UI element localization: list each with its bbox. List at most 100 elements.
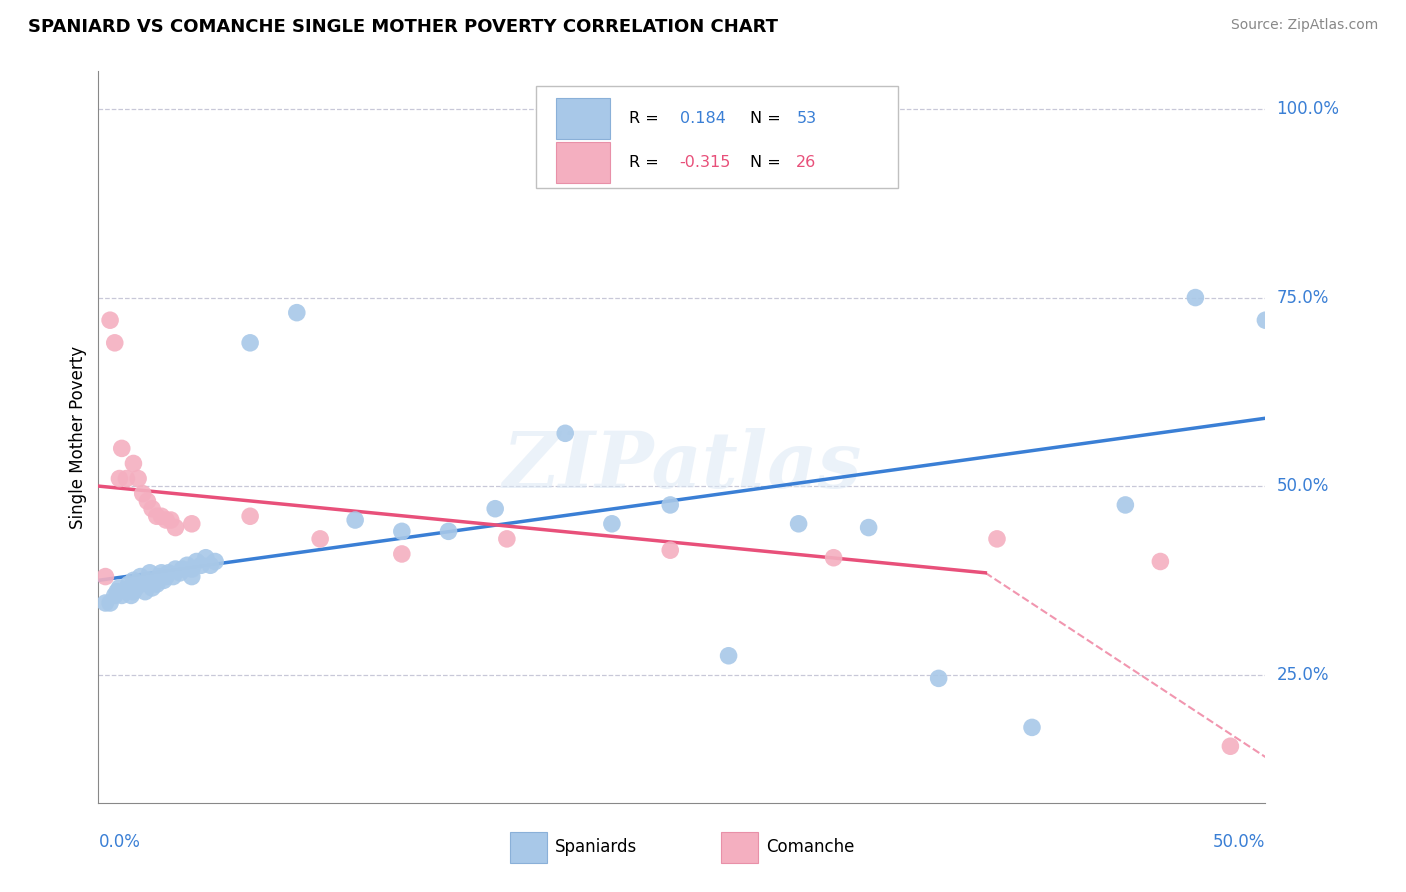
Point (94, 569, 117, 583)
Point (176, 558, 198, 573)
Text: 53: 53 (796, 112, 817, 127)
Point (150, 566, 173, 580)
Point (204, 554, 226, 568)
Text: 100.0%: 100.0% (1277, 100, 1340, 118)
Point (108, 471, 131, 485)
Point (115, 584, 138, 599)
Point (118, 577, 141, 591)
Text: 0.184: 0.184 (679, 112, 725, 127)
Point (787, 516, 810, 531)
Point (391, 524, 413, 539)
Point (111, 442, 134, 456)
Point (1021, 720, 1043, 734)
Point (146, 577, 169, 591)
Point (115, 471, 138, 485)
Point (94, 596, 117, 610)
Point (165, 562, 187, 576)
Point (134, 584, 156, 599)
Point (1114, 498, 1136, 512)
Point (122, 584, 145, 599)
Point (986, 532, 1008, 546)
Text: 0.0%: 0.0% (98, 833, 141, 851)
FancyBboxPatch shape (555, 143, 610, 183)
Point (858, 520, 880, 534)
Point (239, 335, 262, 350)
Point (129, 569, 152, 583)
Text: Comanche: Comanche (766, 838, 855, 856)
Text: Source: ZipAtlas.com: Source: ZipAtlas.com (1230, 18, 1378, 32)
Point (484, 501, 506, 516)
Text: 50.0%: 50.0% (1213, 833, 1265, 851)
Point (200, 558, 222, 573)
Point (155, 569, 177, 583)
Text: N =: N = (749, 155, 786, 170)
Point (141, 581, 163, 595)
Point (111, 589, 134, 603)
Point (928, 672, 950, 686)
Point (239, 509, 262, 524)
Point (120, 589, 142, 603)
Point (98, 596, 121, 610)
Y-axis label: Single Mother Poverty: Single Mother Poverty (69, 345, 87, 529)
Point (132, 486, 155, 500)
Point (194, 550, 217, 565)
Point (437, 524, 460, 539)
Point (136, 494, 159, 508)
Point (159, 513, 181, 527)
Text: ZIPatlas: ZIPatlas (502, 428, 862, 505)
Point (823, 550, 845, 565)
Text: 75.0%: 75.0% (1277, 289, 1329, 307)
Point (162, 569, 184, 583)
Point (554, 426, 576, 441)
Text: 50.0%: 50.0% (1277, 477, 1329, 495)
Text: -0.315: -0.315 (679, 155, 731, 170)
Point (150, 509, 173, 524)
Point (152, 574, 174, 588)
Point (659, 543, 682, 558)
Point (105, 584, 128, 599)
Point (344, 513, 367, 527)
Point (104, 589, 127, 603)
Point (659, 498, 682, 512)
Point (136, 574, 159, 588)
Text: SPANIARD VS COMANCHE SINGLE MOTHER POVERTY CORRELATION CHART: SPANIARD VS COMANCHE SINGLE MOTHER POVER… (28, 18, 778, 36)
Point (180, 562, 202, 576)
Point (600, 516, 623, 531)
Point (122, 457, 145, 471)
Point (127, 471, 149, 485)
Point (141, 501, 163, 516)
Point (146, 509, 169, 524)
Point (495, 532, 517, 546)
Point (148, 569, 170, 583)
Point (391, 547, 413, 561)
Point (186, 554, 208, 568)
Point (285, 306, 308, 320)
FancyBboxPatch shape (536, 86, 898, 188)
Point (157, 566, 180, 580)
Point (1254, 313, 1277, 327)
Point (172, 562, 194, 576)
Point (180, 516, 202, 531)
Text: 25.0%: 25.0% (1277, 665, 1329, 683)
Point (309, 532, 332, 546)
Point (190, 558, 212, 573)
Point (125, 581, 148, 595)
Point (98, 313, 121, 327)
Point (122, 574, 145, 588)
Text: R =: R = (630, 112, 664, 127)
Point (129, 577, 152, 591)
Point (1149, 554, 1171, 568)
Point (1219, 739, 1241, 754)
Point (139, 566, 162, 580)
Point (155, 513, 177, 527)
Text: N =: N = (749, 112, 786, 127)
Text: 26: 26 (796, 155, 817, 170)
FancyBboxPatch shape (555, 98, 610, 139)
Point (108, 581, 131, 595)
Point (717, 648, 740, 663)
Point (165, 520, 187, 534)
Text: Spaniards: Spaniards (555, 838, 637, 856)
Text: R =: R = (630, 155, 664, 170)
Point (1184, 291, 1206, 305)
Point (104, 335, 127, 350)
